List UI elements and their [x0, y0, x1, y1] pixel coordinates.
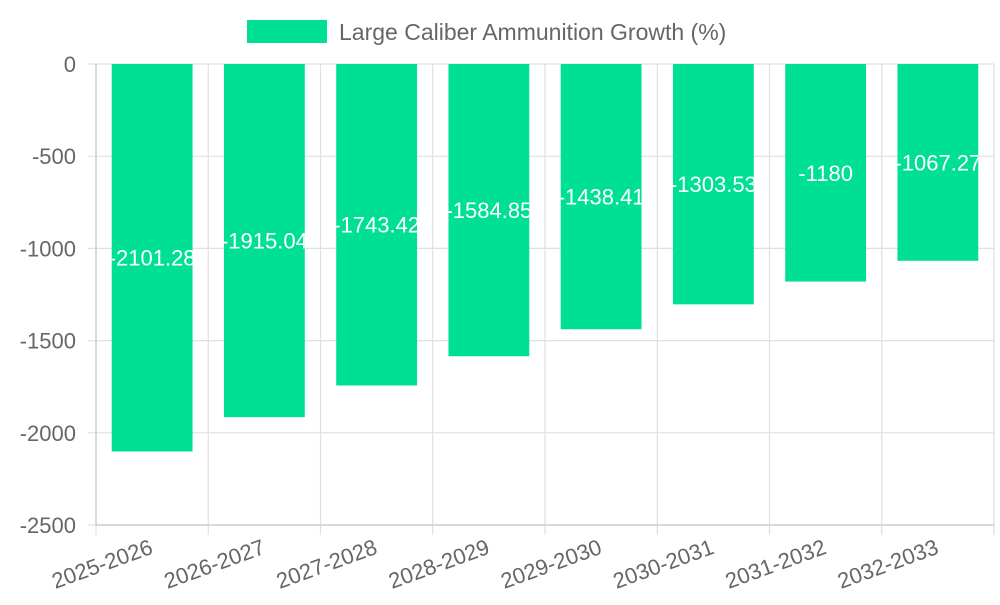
bar[interactable]	[111, 64, 193, 452]
bar-data-label: -1743.42	[333, 213, 420, 238]
bar[interactable]	[448, 64, 530, 357]
bar-data-label: -1067.27	[894, 150, 981, 175]
bar[interactable]	[785, 64, 867, 282]
bar-data-label: -1438.41	[558, 185, 645, 210]
x-tick-label: 2025-2026	[48, 534, 155, 593]
bar-data-label: -1180	[798, 161, 853, 186]
bar-data-label: -2101.28	[109, 246, 196, 271]
y-axis-ticks: 0 -500 -1000 -1500 -2000 -2500	[20, 52, 76, 538]
bar[interactable]	[336, 64, 418, 386]
bar[interactable]	[223, 64, 305, 418]
x-tick-label: 2028-2029	[385, 534, 492, 593]
x-tick-label: 2027-2028	[273, 534, 380, 593]
y-tick-label: 0	[64, 52, 76, 77]
bar[interactable]	[560, 64, 642, 330]
bar[interactable]	[672, 64, 754, 305]
bar-data-label: -1303.53	[670, 172, 757, 197]
grid	[88, 63, 995, 535]
y-tick-label: -2500	[20, 513, 76, 538]
legend-swatch	[247, 20, 327, 43]
y-tick-label: -500	[32, 144, 76, 169]
y-tick-label: -1500	[20, 329, 76, 354]
x-tick-label: 2026-2027	[161, 534, 268, 593]
x-axis-ticks: 2025-2026 2026-2027 2027-2028 2028-2029 2029…	[48, 534, 941, 593]
legend[interactable]: Large Caliber Ammunition Growth (%)	[247, 19, 726, 45]
bar-data-label: -1915.04	[221, 229, 308, 254]
bar[interactable]	[897, 64, 979, 261]
x-tick-label: 2029-2030	[497, 534, 604, 593]
x-tick-label: 2030-2031	[610, 534, 717, 593]
x-tick-label: 2032-2033	[834, 534, 941, 593]
bars	[111, 64, 979, 452]
bar-data-label: -1584.85	[445, 198, 532, 223]
y-tick-label: -2000	[20, 421, 76, 446]
legend-label: Large Caliber Ammunition Growth (%)	[339, 19, 726, 45]
data-labels: -2101.28 -1915.04 -1743.42 -1584.85 -1438.41…	[109, 150, 981, 271]
y-tick-label: -1000	[20, 236, 76, 261]
x-tick-label: 2031-2032	[722, 534, 829, 593]
